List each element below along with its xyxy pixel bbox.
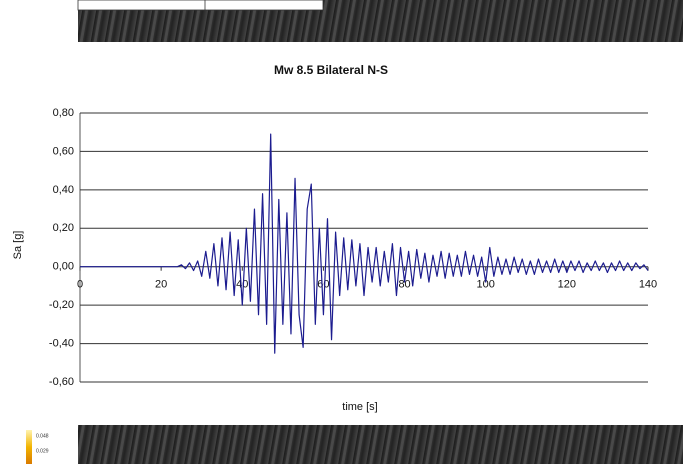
y-tick-label: 0,80 <box>53 107 74 119</box>
y-tick-label: -0,60 <box>49 376 74 388</box>
y-tick-label: 0,00 <box>53 261 74 273</box>
x-axis-label: time [s] <box>342 401 377 413</box>
colorbar-label: 0.029 <box>36 448 49 454</box>
colorbar-label: 0.048 <box>36 433 49 439</box>
table-fragment <box>78 0 323 10</box>
page: {"chart_data": {"type": "line", "title":… <box>0 0 683 464</box>
x-tick-label: 40 <box>236 279 248 291</box>
chart-title: Mw 8.5 Bilateral N-S <box>274 63 388 77</box>
y-tick-label: 0,60 <box>53 145 74 157</box>
x-tick-label: 0 <box>77 279 83 291</box>
photo-band-bottom <box>78 425 683 464</box>
y-tick-label: 0,20 <box>53 222 74 234</box>
colorbar <box>26 430 32 464</box>
data-line <box>80 134 648 353</box>
x-tick-label: 140 <box>639 279 657 291</box>
x-tick-label: 60 <box>317 279 329 291</box>
y-tick-label: 0,40 <box>53 184 74 196</box>
y-tick-label: -0,40 <box>49 337 74 349</box>
chart: 0.048 0.029 Mw 8.5 Bilateral N-S time [s… <box>0 0 683 464</box>
x-tick-label: 120 <box>558 279 576 291</box>
x-tick-label: 20 <box>155 279 167 291</box>
y-tick-label: -0,20 <box>49 299 74 311</box>
y-axis-label: Sa [g] <box>12 231 24 260</box>
